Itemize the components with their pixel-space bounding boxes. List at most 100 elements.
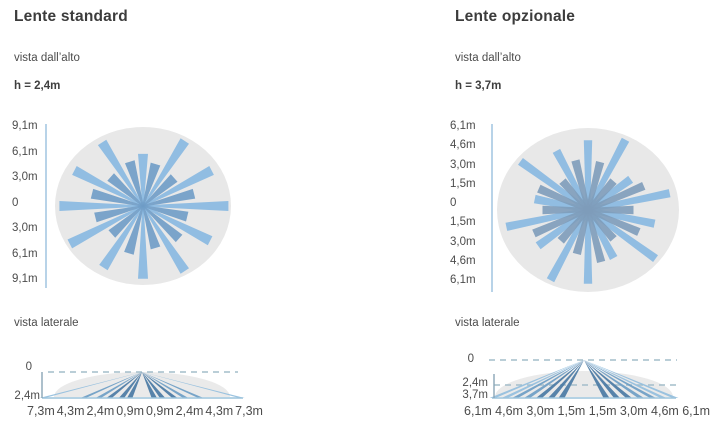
top-view-1 bbox=[497, 128, 679, 292]
side-coverage-beam bbox=[142, 372, 166, 398]
side-view-distance-labels-standard: 7,3m 4,3m 2,4m 0,9m 0,9m 2,4m 4,3m 7,3m bbox=[27, 404, 263, 418]
coverage-beam bbox=[535, 208, 590, 250]
coverage-beam bbox=[586, 137, 630, 211]
coverage-beam bbox=[572, 209, 591, 255]
coverage-beam bbox=[557, 208, 590, 244]
side-coverage-beam bbox=[584, 360, 667, 398]
distance-label: 7,3m bbox=[235, 404, 263, 418]
top-view-caption-optional: vista dall’alto bbox=[455, 52, 521, 64]
coverage-beam bbox=[586, 208, 658, 262]
coverage-beam bbox=[588, 205, 634, 215]
side-coverage-beam bbox=[512, 360, 584, 398]
distance-label: 3,0m bbox=[619, 404, 648, 418]
coverage-beam bbox=[537, 184, 589, 212]
coverage-beam bbox=[142, 138, 189, 207]
mount-height-optional: h = 3,7m bbox=[455, 80, 502, 92]
panel-title-standard: Lente standard bbox=[14, 8, 128, 25]
side-coverage-beam bbox=[584, 360, 620, 398]
coverage-beam bbox=[138, 206, 148, 279]
side-coverage-beam bbox=[584, 360, 644, 398]
coverage-beam bbox=[125, 160, 144, 207]
side-coverage-beam bbox=[127, 372, 142, 398]
side-coverage-beam bbox=[536, 360, 584, 398]
coverage-beam bbox=[138, 153, 148, 206]
coverage-beam bbox=[518, 158, 590, 212]
distance-label: 2,4m bbox=[175, 404, 204, 418]
coverage-beam bbox=[99, 205, 144, 271]
coverage-beam bbox=[97, 139, 144, 207]
side-coverage-beam bbox=[106, 372, 142, 398]
side-view-caption-standard: vista laterale bbox=[14, 317, 79, 329]
side-coverage-beam bbox=[584, 360, 610, 398]
coverage-beam bbox=[142, 205, 189, 222]
side-view-0 bbox=[39, 371, 245, 399]
coverage-beam bbox=[571, 159, 591, 211]
side-coverage-beam bbox=[142, 372, 245, 398]
coverage-beam bbox=[586, 209, 618, 260]
coverage-beam bbox=[142, 205, 189, 274]
side-coverage-beam bbox=[118, 372, 142, 398]
coverage-beam bbox=[94, 205, 144, 223]
side-coverage-beam bbox=[142, 372, 204, 398]
coverage-beam bbox=[72, 166, 144, 207]
coverage-beam bbox=[586, 178, 617, 212]
coverage-beam bbox=[587, 208, 641, 236]
panel-title-optional: Lente opzionale bbox=[455, 8, 576, 25]
distance-label: 0,9m bbox=[116, 404, 144, 418]
side-coverage-beam bbox=[548, 360, 584, 398]
coverage-beam bbox=[67, 205, 144, 249]
coverage-beam bbox=[585, 209, 606, 263]
distance-label: 1,5m bbox=[557, 404, 586, 418]
side-coverage-beam bbox=[584, 360, 679, 398]
coverage-beam bbox=[142, 188, 196, 207]
side-coverage-beam bbox=[584, 360, 656, 398]
coverage-beam bbox=[107, 173, 144, 207]
coverage-beam bbox=[586, 208, 617, 242]
coverage-beam bbox=[142, 162, 161, 207]
side-coverage-beam bbox=[142, 372, 178, 398]
coverage-beam bbox=[142, 205, 161, 250]
side-view-caption-optional: vista laterale bbox=[455, 317, 520, 329]
distance-label: 6,1m bbox=[682, 404, 710, 418]
side-coverage-beam bbox=[524, 360, 584, 398]
distance-label: 3,0m bbox=[526, 404, 555, 418]
coverage-beam bbox=[532, 208, 589, 238]
coverage-beam bbox=[59, 201, 143, 211]
side-view-distance-labels-optional: 6,1m 4,6m 3,0m 1,5m 1,5m 3,0m 4,6m 6,1m bbox=[464, 404, 710, 418]
top-view-caption-standard: vista dall’alto bbox=[14, 52, 80, 64]
coverage-beam bbox=[587, 182, 646, 212]
coverage-beam bbox=[552, 148, 590, 211]
coverage-beam bbox=[90, 188, 144, 207]
side-coverage-beam bbox=[39, 372, 142, 398]
coverage-beam bbox=[124, 205, 144, 255]
coverage-beam bbox=[143, 201, 229, 211]
coverage-beam bbox=[142, 205, 213, 246]
coverage-beam bbox=[587, 189, 671, 213]
side-coverage-beam bbox=[558, 360, 584, 398]
side-coverage-beam bbox=[95, 372, 142, 398]
distance-label: 2,4m bbox=[86, 404, 115, 418]
coverage-beam bbox=[559, 178, 590, 212]
distance-label: 4,3m bbox=[205, 404, 234, 418]
top-view-0 bbox=[55, 127, 231, 285]
side-view-1 bbox=[489, 359, 679, 399]
side-coverage-beam bbox=[584, 360, 632, 398]
distance-label: 7,3m bbox=[27, 404, 55, 418]
coverage-beam bbox=[142, 166, 214, 207]
distance-label: 4,6m bbox=[651, 404, 679, 418]
distance-label: 4,3m bbox=[56, 404, 85, 418]
distance-label: 6,1m bbox=[464, 404, 492, 418]
coverage-beam bbox=[108, 205, 144, 238]
side-coverage-beam bbox=[142, 372, 189, 398]
coverage-beam bbox=[546, 209, 590, 283]
distance-label: 4,6m bbox=[495, 404, 523, 418]
coverage-beam bbox=[142, 174, 178, 207]
coverage-beam bbox=[585, 161, 605, 211]
distance-label: 0,9m bbox=[145, 404, 174, 418]
distance-label: 1,5m bbox=[588, 404, 617, 418]
side-coverage-beam bbox=[142, 372, 157, 398]
side-coverage-beam bbox=[501, 360, 584, 398]
coverage-beam bbox=[142, 205, 183, 243]
